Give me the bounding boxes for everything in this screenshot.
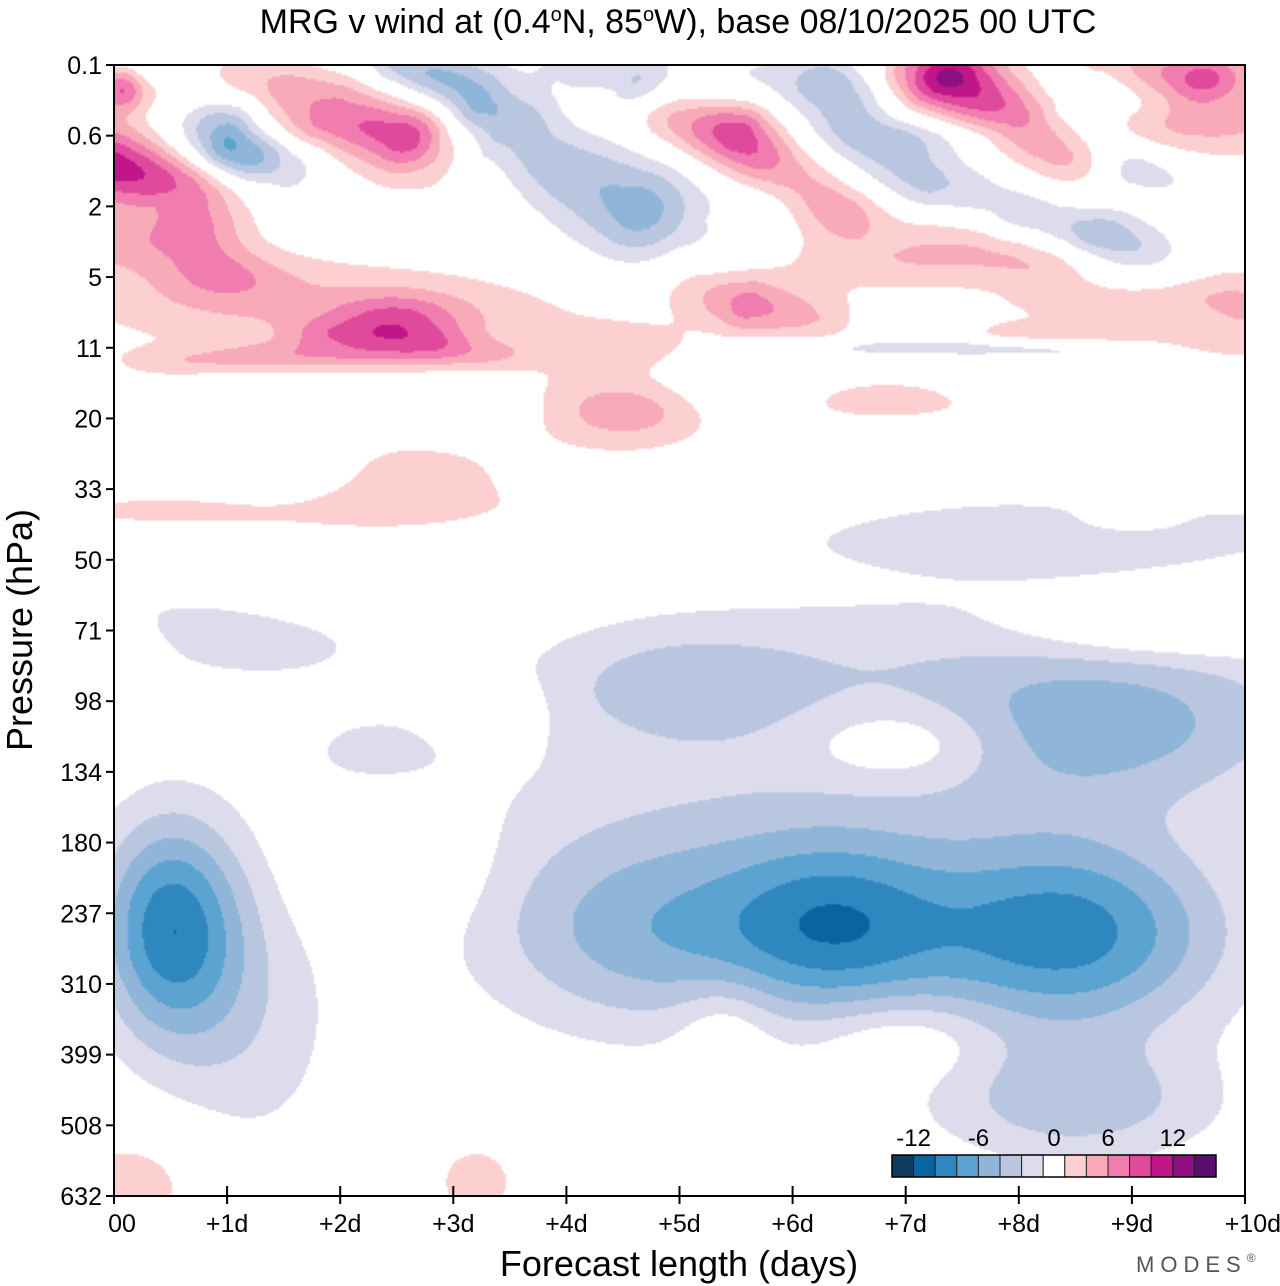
y-tick-label: 310: [60, 971, 102, 999]
chart-title: MRG v wind at (0.4oN, 85oW), base 08/10/…: [260, 3, 1097, 41]
colorbar-swatch: [891, 1154, 915, 1178]
colorbar-swatch: [1172, 1154, 1195, 1178]
y-tick-label: 20: [74, 405, 102, 433]
x-axis: 00 +1d +2d +3d +4d +5d +6d +7d +8d +9d +10d: [108, 1186, 1280, 1238]
x-tick-label: +9d: [1111, 1210, 1153, 1238]
colorbar-frame: [891, 1154, 1217, 1178]
colorbar-swatch: [913, 1154, 936, 1178]
colorbar-label: 0: [1047, 1125, 1060, 1152]
colorbar-swatch: [1129, 1154, 1152, 1178]
colorbar-swatch: [1107, 1154, 1131, 1178]
x-tick-label: +1d: [206, 1210, 248, 1238]
x-tick-label: +7d: [884, 1210, 926, 1238]
x-tick-label: +3d: [432, 1210, 474, 1238]
colorbar: -12 -6 0 6 12: [891, 1125, 1217, 1178]
y-tick-label: 5: [88, 264, 102, 292]
field-raster: [114, 65, 1245, 1196]
x-tick-label: +2d: [319, 1210, 361, 1238]
y-tick-label: 399: [60, 1042, 102, 1070]
x-tick-label: +5d: [658, 1210, 700, 1238]
modes-logo: MODES®: [1136, 1251, 1256, 1277]
colorbar-label: -12: [896, 1125, 931, 1152]
colorbar-swatch: [1042, 1154, 1066, 1178]
colorbar-label: 12: [1159, 1125, 1186, 1152]
y-tick-label: 98: [74, 688, 102, 716]
y-tick-label: 508: [60, 1112, 102, 1140]
y-tick-label: 50: [74, 547, 102, 575]
colorbar-swatch: [934, 1154, 958, 1178]
y-tick-label: 0.1: [67, 52, 102, 80]
y-axis: 0.1 0.6 2 5 11 20 33 50 71 98 134 180 237 310 399 508 63…: [60, 52, 114, 1211]
x-tick-label: +4d: [545, 1210, 587, 1238]
y-tick-label: 0.6: [67, 123, 102, 151]
colorbar-swatch: [1021, 1154, 1044, 1178]
x-tick-label: +10d: [1225, 1210, 1280, 1238]
y-tick-label: 71: [74, 618, 102, 646]
colorbar-label: 6: [1101, 1125, 1114, 1152]
y-tick-label: 2: [88, 193, 102, 221]
colorbar-label: -6: [968, 1125, 989, 1152]
y-tick-label: 11: [76, 335, 102, 363]
x-tick-label: +8d: [998, 1210, 1040, 1238]
y-tick-label: 180: [60, 830, 102, 858]
y-tick-label: 33: [74, 476, 102, 504]
colorbar-swatch: [956, 1154, 979, 1178]
y-tick-label: 134: [60, 759, 102, 787]
contour-field: [114, 65, 1245, 1196]
colorbar-swatch: [1193, 1154, 1217, 1178]
x-tick-label: +6d: [771, 1210, 813, 1238]
y-tick-label: 237: [60, 900, 102, 928]
colorbar-swatch: [1085, 1154, 1109, 1178]
x-tick-label: 00: [108, 1210, 136, 1238]
colorbar-swatch: [977, 1154, 1001, 1178]
colorbar-swatch: [999, 1154, 1023, 1178]
colorbar-swatch: [1064, 1154, 1087, 1178]
y-tick-label: 632: [60, 1183, 102, 1211]
y-axis-label: Pressure (hPa): [0, 509, 40, 751]
x-axis-label: Forecast length (days): [500, 1243, 858, 1284]
colorbar-swatch: [1150, 1154, 1174, 1178]
